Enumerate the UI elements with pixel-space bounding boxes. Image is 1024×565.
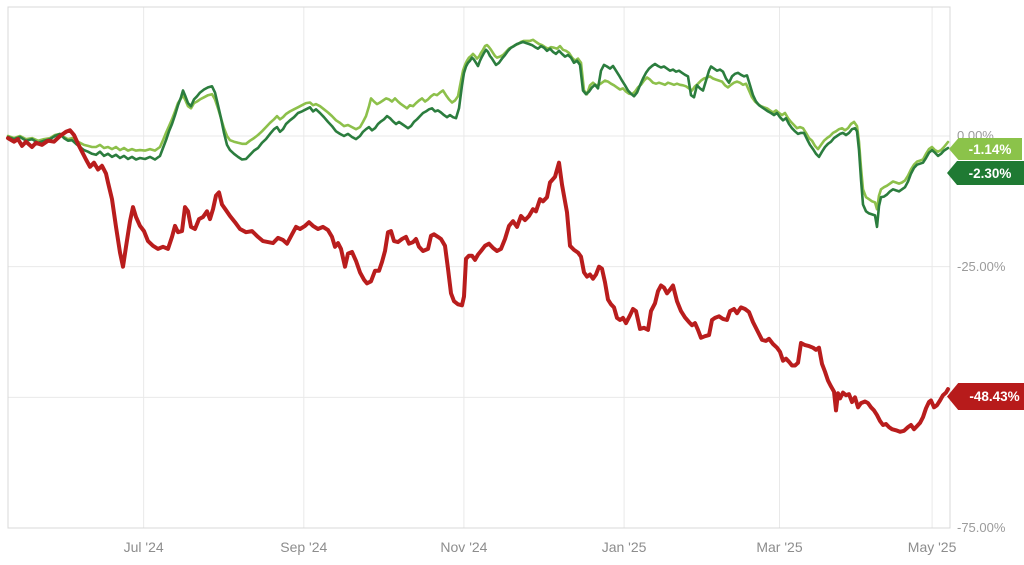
series-end-badge-dark-green: -2.30% — [947, 161, 1024, 185]
series-end-value-dark-green: -2.30% — [968, 165, 1012, 181]
y-tick-label-25: -25.00% — [957, 258, 1006, 274]
series-dark-green-line — [6, 40, 950, 229]
x-tick-label-jul24: Jul '24 — [123, 539, 164, 555]
series-red-line — [6, 128, 950, 434]
series-end-value-red: -48.43% — [969, 389, 1020, 404]
x-tick-label-mar25: Mar '25 — [756, 539, 803, 555]
x-tick-label-nov24: Nov '24 — [440, 539, 488, 555]
y-tick-label-75: -75.00% — [957, 520, 1006, 535]
x-tick-label-may25: May '25 — [907, 539, 957, 555]
series-end-badge-red: -48.43% — [947, 383, 1024, 410]
series-end-value-light-green: -1.14% — [968, 141, 1012, 157]
x-tick-label-sep24: Sep '24 — [280, 539, 328, 555]
plot-border — [7, 6, 951, 529]
x-tick-label-jan25: Jan '25 — [601, 539, 647, 555]
series-end-badge-light-green: -1.14% — [949, 138, 1022, 160]
